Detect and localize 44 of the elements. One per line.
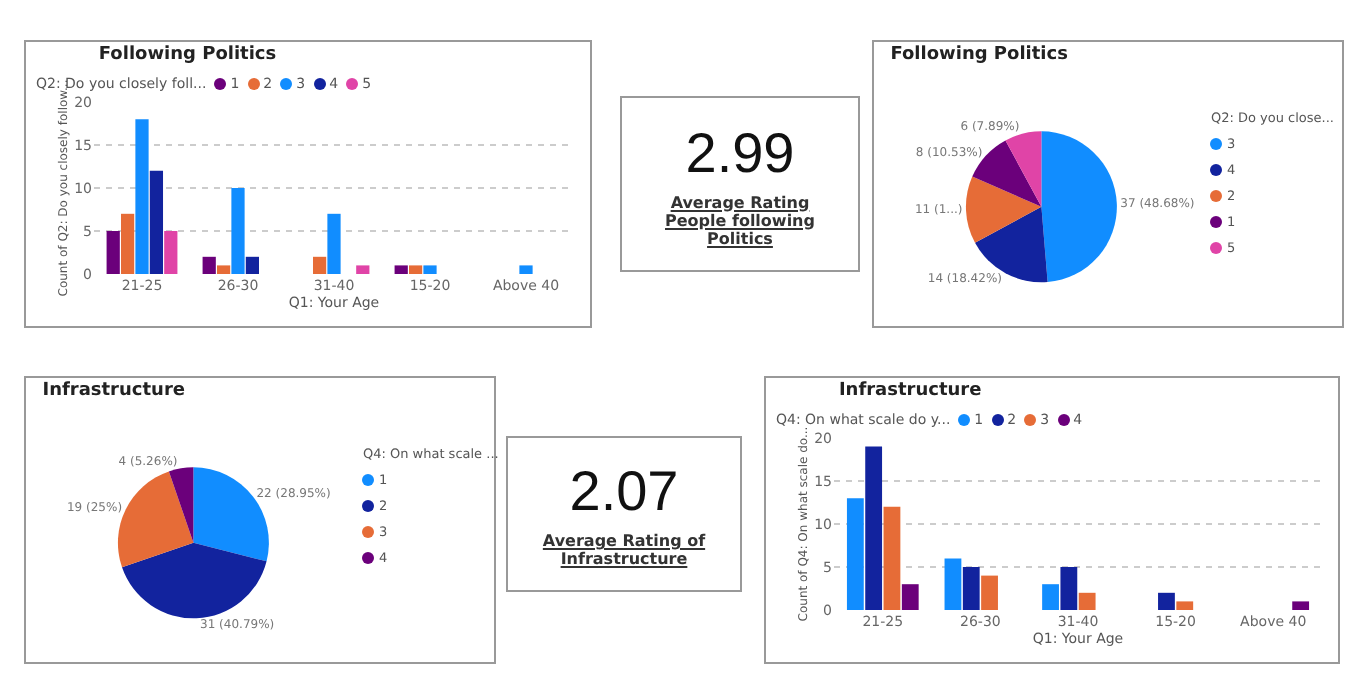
bar: [901, 584, 919, 610]
pie-slice: [117, 471, 194, 568]
bar: [149, 170, 164, 274]
bar: [1292, 601, 1310, 610]
bar: [865, 446, 883, 610]
bar: [394, 265, 408, 274]
chart-title: Following Politics: [98, 44, 277, 65]
bar: [120, 213, 135, 274]
bar: [106, 231, 120, 274]
pie-slice: [193, 467, 269, 562]
chart-title: Infrastructure: [42, 380, 185, 401]
pie-slice: [122, 542, 267, 619]
text: 2.99: [685, 121, 795, 185]
bar: [1158, 592, 1175, 610]
bar: [216, 265, 231, 274]
bar: [312, 256, 327, 274]
bar: [135, 119, 149, 274]
bar: [327, 213, 341, 274]
pie-slice: [1041, 131, 1117, 283]
bar: [202, 256, 216, 274]
bar: [356, 265, 370, 274]
bar: [164, 231, 178, 274]
bar: [408, 265, 423, 274]
pie-slice: [965, 176, 1042, 243]
bar: [1176, 601, 1194, 610]
bar: [245, 256, 260, 274]
bar: [846, 498, 864, 610]
text: 2.07: [569, 460, 679, 524]
bar: [1078, 592, 1096, 610]
bar: [1060, 567, 1078, 610]
bar: [944, 558, 962, 610]
bar: [519, 265, 533, 274]
bar: [423, 265, 437, 274]
pie-slice: [168, 467, 194, 543]
pie-slice: [1005, 131, 1042, 207]
bar: [231, 188, 245, 274]
text: Average Rating of Infrastructure: [540, 532, 708, 568]
bar: [962, 567, 980, 610]
text: Average Rating People following Politics: [663, 193, 817, 247]
chart-title: Infrastructure: [838, 380, 982, 401]
chart-title: Following Politics: [890, 44, 1068, 65]
bar: [1042, 584, 1059, 610]
bar: [981, 575, 998, 610]
bar: [883, 506, 901, 610]
